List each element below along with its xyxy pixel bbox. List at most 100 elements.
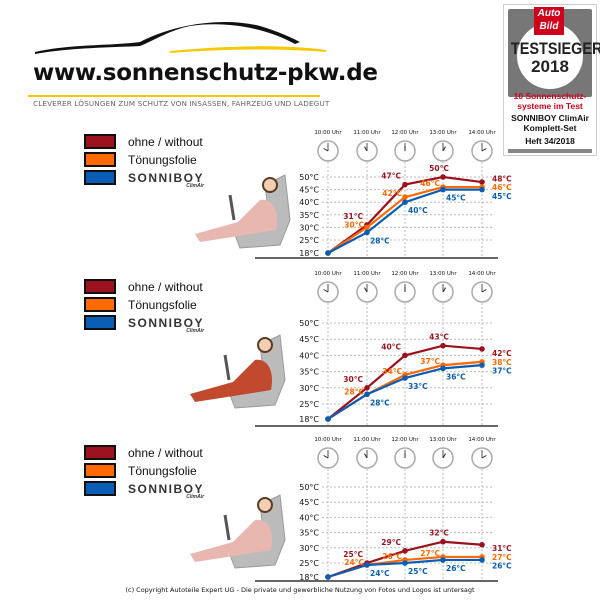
data-label: 28°C	[344, 387, 364, 396]
legend-swatch	[84, 315, 116, 330]
person-head-icon	[262, 177, 278, 193]
data-label: 33°C	[408, 382, 428, 391]
data-point	[440, 342, 446, 349]
badge-line5: Heft 34/2018	[525, 136, 575, 146]
data-label: 29°C	[381, 538, 401, 547]
y-tick-label: 30°C	[299, 384, 319, 393]
data-point	[479, 346, 485, 352]
clock-hour-hand	[481, 289, 487, 293]
sonniboy-logo: SONNIBOY ClimAir	[128, 481, 205, 500]
tagline: CLEVERER LÖSUNGEN ZUM SCHUTZ VON INSASSE…	[33, 99, 330, 108]
y-tick-label: 30°C	[299, 223, 319, 232]
clock-hour-hand	[364, 453, 368, 459]
data-label: 42°C	[492, 349, 512, 358]
clock-hour-hand	[323, 455, 329, 459]
chart-panel: 10:00 Uhr 11:00 Uhr 12:00 Uhr 13:00 Uhr 14:0…	[195, 130, 512, 259]
badge-line4: Komplett-Set	[523, 123, 577, 133]
legend-label: Tönungsfolie	[128, 463, 197, 478]
data-point	[479, 186, 485, 193]
legend-item: ohne / without	[84, 279, 203, 294]
legend-label: ohne / without	[128, 279, 203, 294]
data-label: 46°C	[492, 183, 512, 192]
time-label: 10:00 Uhr	[314, 130, 342, 136]
clock-hour-hand	[323, 289, 329, 293]
legend-swatch	[84, 279, 116, 294]
data-label: 26°C	[492, 562, 512, 571]
time-label: 13:00 Uhr	[429, 271, 457, 277]
y-tick-label: 45°C	[299, 498, 319, 507]
data-point	[402, 560, 408, 566]
data-label: 31°C	[343, 212, 363, 221]
data-label: 42°C	[382, 189, 402, 198]
data-label: 27°C	[420, 549, 440, 558]
data-point	[402, 548, 408, 554]
data-point	[402, 352, 408, 359]
data-point	[479, 179, 485, 185]
badge-line2: systeme im Test	[517, 101, 583, 111]
data-label: 24°C	[370, 569, 390, 578]
y-tick-label: 30°C	[299, 544, 319, 553]
data-point	[440, 538, 446, 545]
clock-hour-hand	[323, 148, 329, 152]
clock-hour-hand	[364, 287, 368, 293]
steering-wheel-icon	[228, 194, 236, 221]
data-point	[440, 557, 446, 563]
data-point	[440, 174, 446, 180]
y-tick-label: 25°C	[299, 400, 319, 409]
person-head-icon	[257, 337, 273, 353]
clock-hour-hand	[481, 455, 487, 459]
data-label: 28°C	[370, 398, 390, 407]
time-label: 10:00 Uhr	[314, 271, 342, 277]
data-label: 43°C	[429, 333, 449, 342]
badge-line3: SONNIBOY ClimAir	[511, 113, 589, 123]
data-label: 27°C	[492, 553, 512, 562]
data-label: 26°C	[382, 552, 402, 561]
y-tick-label: 40°C	[299, 198, 319, 207]
auto-bild-logo: Auto Bild	[534, 7, 564, 35]
y-tick-label: 45°C	[299, 186, 319, 195]
legend-swatch	[84, 152, 116, 167]
data-label: 28°C	[370, 236, 390, 245]
time-label: 12:00 Uhr	[391, 130, 419, 136]
data-label: 45°C	[446, 194, 466, 203]
legend-item: ohne / without	[84, 445, 203, 460]
legend-item: ohne / without	[84, 134, 203, 149]
legend-label: Tönungsfolie	[128, 297, 197, 312]
data-label: 37°C	[492, 367, 512, 376]
data-label: 25°C	[408, 567, 428, 576]
data-label: 31°C	[492, 544, 512, 553]
person-body-icon	[190, 359, 273, 402]
y-tick-label: 35°C	[299, 529, 319, 538]
copyright-footer: (c) Copyright Autoteile Expert UG - Die …	[125, 586, 475, 594]
data-label: 30°C	[344, 220, 364, 229]
legend-swatch	[84, 170, 116, 185]
data-label: 30°C	[343, 375, 363, 384]
data-point	[440, 365, 446, 372]
data-point	[325, 416, 331, 422]
data-label: 45°C	[492, 192, 512, 201]
time-label: 10:00 Uhr	[314, 437, 342, 443]
time-label: 12:00 Uhr	[391, 437, 419, 443]
data-label: 40°C	[381, 342, 401, 351]
legend-swatch	[84, 481, 116, 496]
y-tick-label: 18°C	[299, 573, 319, 582]
data-point	[402, 375, 408, 381]
site-url[interactable]: www.sonnenschutz-pkw.de	[33, 60, 378, 86]
y-tick-label: 50°C	[299, 173, 319, 182]
time-label: 13:00 Uhr	[429, 437, 457, 443]
legend-item: SONNIBOY ClimAir	[84, 481, 205, 500]
time-label: 11:00 Uhr	[353, 130, 381, 136]
data-label: 40°C	[408, 206, 428, 215]
y-tick-label: 40°C	[299, 351, 319, 360]
chart-panel: 10:00 Uhr 11:00 Uhr 12:00 Uhr 13:00 Uhr 14:0…	[190, 271, 512, 427]
data-point	[440, 186, 446, 193]
y-tick-label: 35°C	[299, 211, 319, 220]
legend-label: Tönungsfolie	[128, 152, 197, 167]
sonniboy-logo: SONNIBOY ClimAir	[128, 170, 205, 189]
time-label: 14:00 Uhr	[468, 437, 496, 443]
clock-hour-hand	[481, 148, 487, 152]
clock-hour-hand	[442, 287, 446, 293]
car-silhouette-logo	[35, 21, 326, 54]
data-label: 50°C	[429, 164, 449, 173]
